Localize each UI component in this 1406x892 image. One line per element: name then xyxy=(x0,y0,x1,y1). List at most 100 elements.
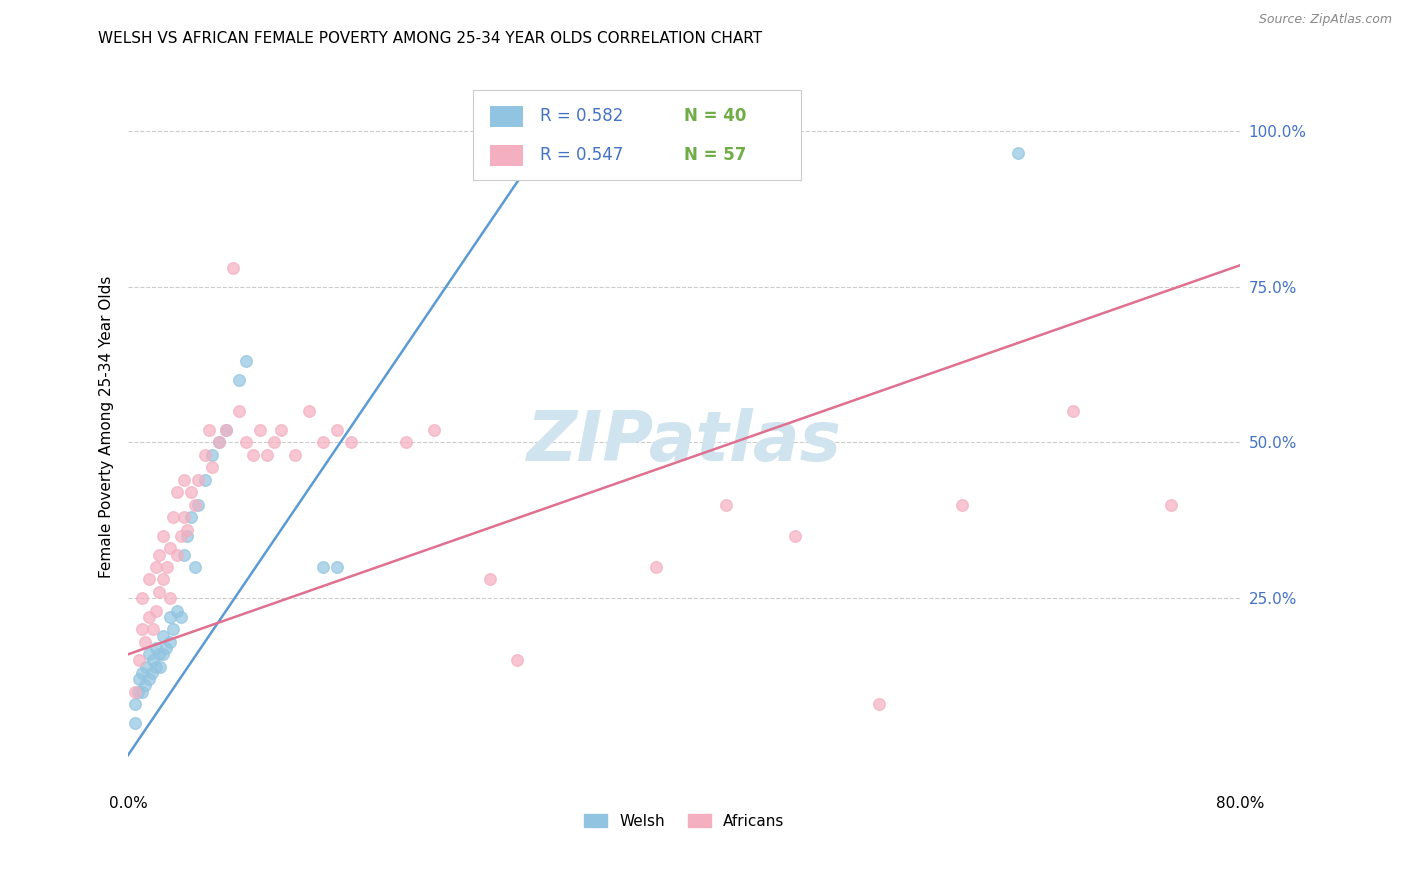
Text: ZIPatlas: ZIPatlas xyxy=(527,408,842,475)
Point xyxy=(184,498,207,512)
Point xyxy=(270,423,292,437)
Point xyxy=(423,423,446,437)
Point xyxy=(1257,145,1279,160)
Text: N = 57: N = 57 xyxy=(685,146,747,164)
Point xyxy=(950,498,973,512)
Point xyxy=(187,473,209,487)
Point xyxy=(207,435,229,450)
Legend: Welsh, Africans: Welsh, Africans xyxy=(578,807,790,835)
Point xyxy=(326,423,349,437)
Point xyxy=(201,460,224,475)
Point xyxy=(256,448,278,462)
Point xyxy=(228,404,250,418)
FancyBboxPatch shape xyxy=(472,90,801,179)
Point xyxy=(645,560,668,574)
Point xyxy=(156,560,179,574)
Point xyxy=(180,510,202,524)
Point xyxy=(173,548,195,562)
Point xyxy=(1007,145,1029,160)
Point xyxy=(159,634,181,648)
Point xyxy=(506,145,529,160)
Point xyxy=(148,548,170,562)
Point xyxy=(170,610,193,624)
Point xyxy=(194,448,217,462)
Point xyxy=(131,591,153,606)
Point xyxy=(142,623,165,637)
Point xyxy=(131,623,153,637)
Point xyxy=(187,498,209,512)
Point xyxy=(214,423,236,437)
Text: N = 40: N = 40 xyxy=(685,107,747,125)
Point xyxy=(142,653,165,667)
Point xyxy=(159,591,181,606)
Point xyxy=(312,435,335,450)
Point xyxy=(1160,498,1182,512)
Point xyxy=(138,672,160,686)
Point xyxy=(135,659,157,673)
Point xyxy=(162,623,184,637)
Point xyxy=(785,529,807,543)
Point xyxy=(221,260,243,275)
Point xyxy=(134,678,156,692)
Point xyxy=(152,628,174,642)
Point xyxy=(166,485,188,500)
Point xyxy=(138,573,160,587)
Text: Source: ZipAtlas.com: Source: ZipAtlas.com xyxy=(1258,13,1392,27)
Point xyxy=(145,560,167,574)
Point xyxy=(145,604,167,618)
Point xyxy=(141,665,163,680)
Point xyxy=(184,560,207,574)
Point xyxy=(284,448,307,462)
Point xyxy=(201,448,224,462)
Point xyxy=(249,423,271,437)
Point xyxy=(128,653,150,667)
Point xyxy=(868,697,890,711)
Point xyxy=(124,684,146,698)
Text: WELSH VS AFRICAN FEMALE POVERTY AMONG 25-34 YEAR OLDS CORRELATION CHART: WELSH VS AFRICAN FEMALE POVERTY AMONG 25… xyxy=(98,31,762,46)
Point xyxy=(242,448,264,462)
Point xyxy=(148,647,170,661)
Point xyxy=(235,354,257,368)
Text: R = 0.582: R = 0.582 xyxy=(540,107,623,125)
Point xyxy=(149,659,172,673)
Point xyxy=(131,665,153,680)
Point xyxy=(159,610,181,624)
Point xyxy=(214,423,236,437)
Point xyxy=(134,634,156,648)
Point xyxy=(235,435,257,450)
Point xyxy=(124,715,146,730)
Point xyxy=(145,659,167,673)
Point xyxy=(166,604,188,618)
Point xyxy=(124,697,146,711)
Point xyxy=(298,404,321,418)
Point xyxy=(138,647,160,661)
Point xyxy=(207,435,229,450)
Point xyxy=(166,548,188,562)
Point xyxy=(312,560,335,574)
Point xyxy=(173,510,195,524)
Point xyxy=(170,529,193,543)
Point xyxy=(131,684,153,698)
Point xyxy=(478,573,501,587)
Point xyxy=(194,473,217,487)
Point xyxy=(176,523,198,537)
Point xyxy=(152,573,174,587)
Point xyxy=(527,145,550,160)
Point xyxy=(173,473,195,487)
Bar xyxy=(489,145,523,166)
Text: R = 0.547: R = 0.547 xyxy=(540,146,623,164)
Point xyxy=(714,498,737,512)
Point xyxy=(127,684,149,698)
Point xyxy=(155,640,177,655)
Point xyxy=(145,640,167,655)
Point xyxy=(138,610,160,624)
Point xyxy=(228,373,250,387)
Point xyxy=(1063,404,1085,418)
Point xyxy=(176,529,198,543)
Point xyxy=(339,435,361,450)
Bar xyxy=(489,105,523,127)
Point xyxy=(152,647,174,661)
Point xyxy=(198,423,221,437)
Point xyxy=(506,653,529,667)
Point xyxy=(395,435,418,450)
